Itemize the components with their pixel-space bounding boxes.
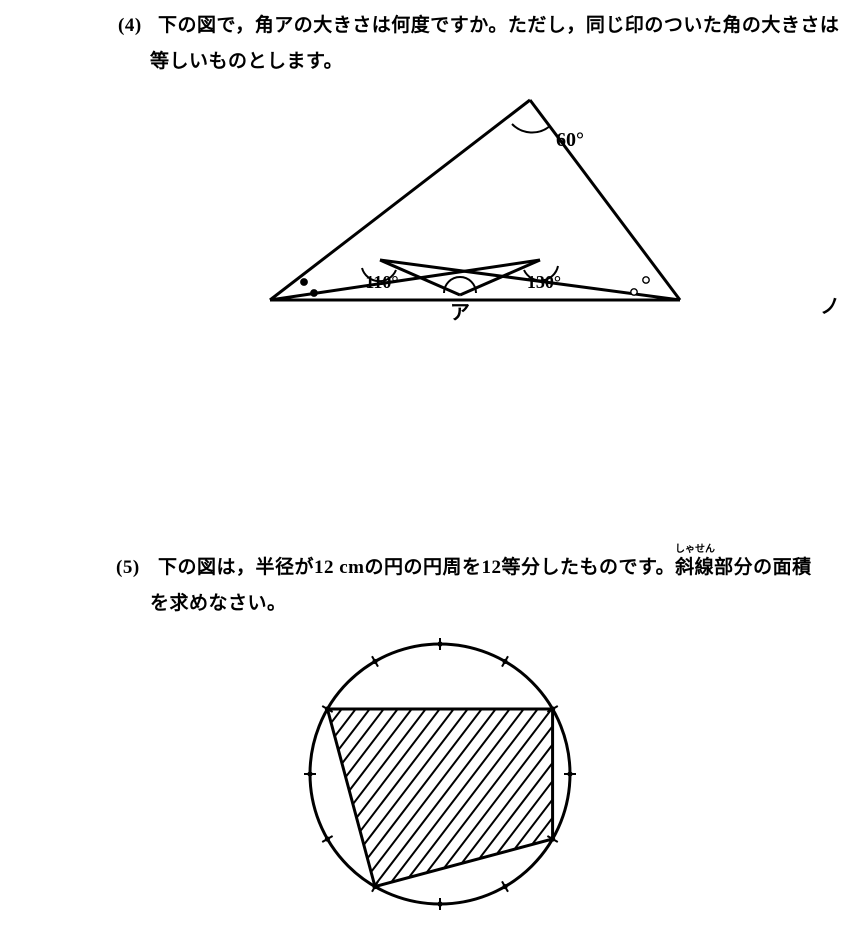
q4-svg: 60° 110° 130° ア xyxy=(220,90,740,340)
svg-text:ア: ア xyxy=(450,302,470,324)
q5-number: (5) xyxy=(116,550,140,586)
q5-ruby: しゃせん xyxy=(675,540,715,555)
svg-text:110°: 110° xyxy=(365,272,398,292)
q4-number: (4) xyxy=(118,8,142,44)
q4-line1: 下の図で，角アの大きさは何度ですか。ただし，同じ印のついた角の大きさは xyxy=(158,8,839,44)
page: (4) 下の図で，角アの大きさは何度ですか。ただし，同じ印のついた角の大きさは … xyxy=(0,0,852,904)
svg-text:130°: 130° xyxy=(527,272,561,292)
q4-line2: 等しいものとします。 xyxy=(150,44,343,80)
q5-svg xyxy=(290,624,590,924)
svg-text:60°: 60° xyxy=(556,129,584,151)
q5-line1: 下の図は，半径が12 cmの円の円周を12等分したものです。斜線部分の面積 xyxy=(158,550,812,586)
q5-figure xyxy=(290,624,590,924)
q5-line2: を求めなさい。 xyxy=(150,586,287,622)
stray-mark: ノ xyxy=(820,290,840,319)
q4-figure: 60° 110° 130° ア xyxy=(220,90,740,340)
